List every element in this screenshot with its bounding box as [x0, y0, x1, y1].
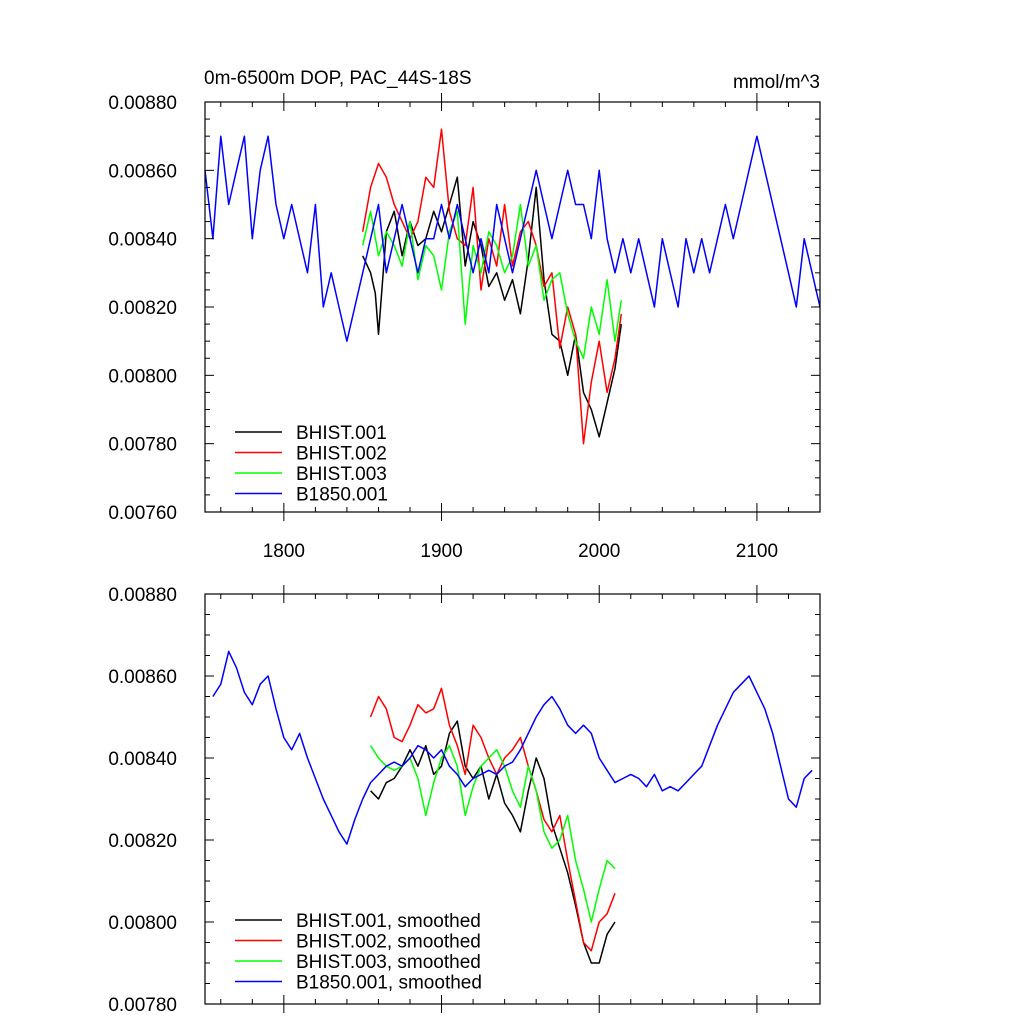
bottom-panel: 0.00780 0.00800 0.00820 0.00840 0.00860 0.008… [108, 585, 821, 1016]
y-tick-label: 0.00860 [108, 161, 177, 182]
y-tick-label: 0.00820 [108, 298, 177, 319]
series-line-4 [212, 650, 813, 845]
legend-label: BHIST.001, smoothed [296, 911, 481, 932]
series-line-4 [204, 135, 821, 342]
y-tick-label: 0.00880 [108, 585, 177, 606]
y-tick-label: 0.00800 [108, 913, 177, 934]
x-tick-label: 1800 [263, 541, 305, 562]
x-tick-label: 2100 [736, 541, 778, 562]
x-tick-label: 2000 [578, 541, 620, 562]
series-line-2 [369, 687, 616, 952]
top-panel: 0m-6500m DOP, PAC_44S-18S mmol/m^3 0.007… [108, 68, 821, 562]
legend-label: BHIST.003 [296, 464, 387, 485]
legend-label: B1850.001, smoothed [296, 973, 482, 994]
legend-label: B1850.001 [296, 485, 388, 506]
legend-label: BHIST.002 [296, 444, 387, 465]
legend-label: BHIST.002, smoothed [296, 932, 481, 953]
series-line-1 [362, 176, 623, 438]
y-tick-label: 0.00840 [108, 230, 177, 251]
y-tick-label: 0.00840 [108, 749, 177, 770]
legend-label: BHIST.001 [296, 423, 387, 444]
y-tick-label: 0.00860 [108, 667, 177, 688]
series-line-3 [369, 744, 616, 923]
series-line-1 [370, 720, 616, 964]
y-tick-label: 0.00880 [108, 93, 177, 114]
y-tick-label: 0.00820 [108, 831, 177, 852]
legend-label: BHIST.003, smoothed [296, 952, 481, 973]
y-tick-label: 0.00780 [108, 435, 177, 456]
y-tick-label: 0.00780 [108, 995, 177, 1016]
series-line-2 [361, 128, 623, 445]
x-tick-label: 1900 [420, 541, 462, 562]
chart-title: 0m-6500m DOP, PAC_44S-18S [204, 68, 472, 89]
y-tick-label: 0.00760 [108, 503, 177, 524]
units-label: mmol/m^3 [733, 72, 820, 93]
y-tick-label: 0.00800 [108, 366, 177, 387]
